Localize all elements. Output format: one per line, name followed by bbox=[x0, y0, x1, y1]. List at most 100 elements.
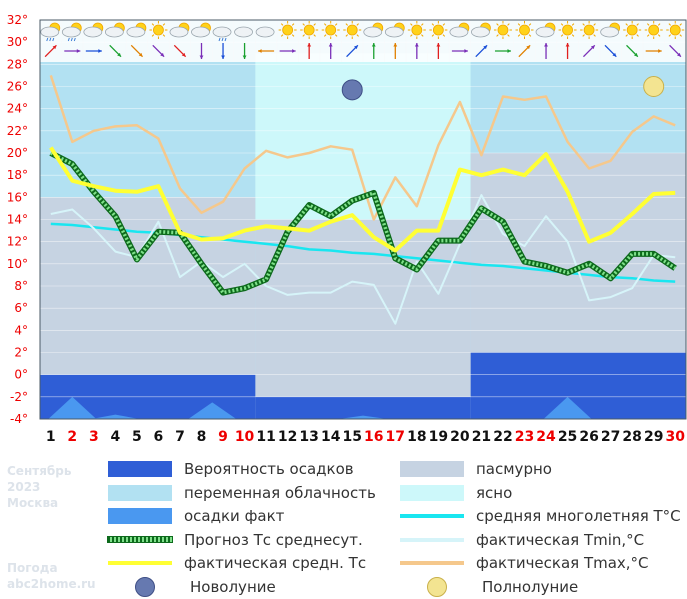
x-tick-label: 24 bbox=[536, 429, 556, 445]
sun-shape bbox=[432, 24, 444, 36]
wind-down-icon bbox=[199, 43, 204, 59]
sun-icon bbox=[580, 21, 599, 39]
x-tick-label: 30 bbox=[665, 429, 685, 445]
cloud-shape bbox=[126, 26, 146, 38]
y-tick-label: 32° bbox=[7, 13, 28, 27]
wind-up-icon bbox=[328, 43, 333, 59]
x-tick-label: 7 bbox=[175, 429, 185, 445]
cloud-shape bbox=[384, 26, 404, 38]
part-cloud-icon bbox=[449, 22, 470, 38]
sun-ray bbox=[571, 34, 575, 37]
cloud-shape bbox=[104, 26, 124, 38]
series-forecast bbox=[49, 151, 677, 295]
wind-right-icon bbox=[494, 49, 511, 53]
cloud-shape bbox=[255, 26, 275, 38]
wind-down-right-icon bbox=[669, 44, 682, 58]
wind-up-right-icon bbox=[44, 44, 57, 58]
sun-shape bbox=[325, 24, 337, 36]
sun-ray bbox=[528, 23, 532, 26]
sun-icon bbox=[644, 21, 663, 39]
cloud-shape bbox=[40, 26, 60, 38]
sun-shape bbox=[346, 24, 358, 36]
sun-ray bbox=[646, 23, 650, 26]
precip-fact-peak-3 bbox=[188, 402, 237, 419]
wind-head bbox=[354, 45, 358, 50]
wind-down-right-icon bbox=[173, 44, 187, 58]
sun-shape bbox=[282, 24, 294, 36]
sun-ray bbox=[507, 34, 510, 37]
sun-shape bbox=[497, 24, 509, 36]
wind-head bbox=[221, 55, 225, 59]
legend-item: Полнолуние bbox=[400, 576, 578, 598]
x-tick-label: 13 bbox=[299, 429, 318, 445]
wind-right-icon bbox=[279, 49, 296, 53]
x-tick-label: 25 bbox=[558, 429, 577, 445]
part-cloud-icon bbox=[104, 22, 125, 38]
rain-drop bbox=[49, 37, 52, 42]
cloud-shape bbox=[535, 26, 555, 38]
cloud-shape bbox=[191, 26, 210, 38]
legend-item: пасмурно bbox=[400, 458, 552, 480]
sun-ray bbox=[291, 34, 295, 37]
sun-ray bbox=[657, 23, 661, 26]
legend-item: Прогноз Тс среднесут. bbox=[107, 529, 363, 551]
legend-label: ясно bbox=[476, 483, 513, 502]
y-tick-label: 30° bbox=[7, 35, 28, 49]
sun-ray bbox=[528, 34, 532, 37]
sun-icon bbox=[493, 21, 512, 39]
part-cloud-icon bbox=[83, 22, 104, 38]
wind-head bbox=[565, 43, 570, 47]
legend-swatch bbox=[108, 508, 172, 524]
sun-ray bbox=[162, 34, 166, 37]
wind-right-icon bbox=[451, 49, 468, 53]
sun-ray bbox=[625, 34, 628, 37]
rain-drop bbox=[218, 37, 221, 42]
sun-ray bbox=[313, 34, 316, 37]
sun-ray bbox=[507, 23, 510, 26]
sun-ray bbox=[496, 34, 499, 37]
cloud-shape bbox=[449, 26, 469, 38]
legend-label: пасмурно bbox=[476, 460, 552, 478]
wind-up-icon bbox=[544, 43, 548, 59]
legend-swatch bbox=[400, 561, 464, 565]
part-cloud-icon bbox=[363, 22, 384, 38]
wind-head bbox=[181, 52, 186, 57]
legend-swatch bbox=[400, 537, 464, 542]
wind-down-right-icon bbox=[604, 44, 617, 58]
legend-item: ясно bbox=[400, 482, 512, 504]
sun-ray bbox=[517, 23, 521, 26]
legend-swatch bbox=[108, 561, 172, 565]
sun-ray bbox=[496, 23, 499, 26]
wind-head bbox=[328, 43, 333, 47]
overcast-band-2 bbox=[255, 219, 471, 419]
x-tick-label: 27 bbox=[601, 429, 620, 445]
series-actual-mean bbox=[49, 146, 676, 253]
cloud-shape bbox=[83, 26, 103, 38]
wind-head bbox=[138, 52, 143, 57]
precip-fact-peak-5 bbox=[543, 396, 592, 419]
legend-label: Полнолуние bbox=[482, 577, 579, 596]
wind-down-right-icon bbox=[626, 44, 639, 58]
sun-ray bbox=[421, 34, 424, 37]
wind-up-icon bbox=[565, 43, 570, 59]
legend-item: Новолуние bbox=[108, 576, 276, 598]
wind-up-icon bbox=[393, 43, 398, 59]
sun-ray bbox=[151, 34, 155, 37]
sun-ray bbox=[291, 23, 295, 26]
legend-label: Вероятность осадков bbox=[184, 460, 354, 478]
sun-ray bbox=[302, 23, 305, 26]
y-tick-label: 10° bbox=[7, 257, 28, 271]
sun-ray bbox=[334, 34, 338, 37]
sun-ray bbox=[679, 34, 682, 37]
x-tick-label: 17 bbox=[386, 429, 405, 445]
part-cloud-icon bbox=[471, 22, 491, 38]
wind-head bbox=[242, 55, 247, 59]
precip-fact-peak-4 bbox=[339, 415, 387, 419]
sun-icon bbox=[558, 21, 577, 39]
series-tmin bbox=[50, 194, 676, 325]
x-tick-label: 12 bbox=[278, 429, 297, 445]
wind-head bbox=[483, 45, 488, 50]
legend-swatch bbox=[400, 484, 464, 501]
full-moon-marker bbox=[643, 76, 665, 97]
sun-shape bbox=[669, 24, 681, 36]
